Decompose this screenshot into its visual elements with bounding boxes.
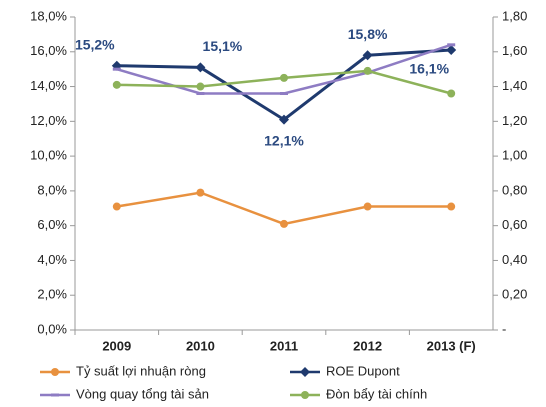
x-tick-label: 2013 (F) — [427, 338, 476, 353]
data-point — [280, 219, 288, 228]
data-label: 16,1% — [409, 61, 449, 77]
data-point — [280, 92, 288, 96]
data-label: 15,2% — [75, 36, 115, 52]
y2-tick-label: 1,40 — [502, 78, 527, 93]
data-point — [195, 62, 206, 73]
y-tick-label: 12,0% — [30, 113, 67, 128]
data-point — [363, 202, 372, 211]
data-point — [447, 202, 456, 211]
y2-tick-label: 0,60 — [502, 217, 527, 232]
data-point — [112, 202, 121, 211]
y2-tick-label: 1,20 — [502, 113, 527, 128]
series-line — [116, 191, 452, 226]
data-label: 15,1% — [203, 38, 243, 54]
y2-tick-label: 1,80 — [502, 8, 527, 23]
data-point — [362, 50, 373, 61]
legend-marker — [51, 368, 59, 376]
data-point — [363, 66, 372, 75]
y-tick-label: 10,0% — [30, 148, 67, 163]
data-point — [280, 73, 288, 82]
data-point — [196, 188, 205, 197]
legend-label: Tỷ suất lợi nhuận ròng — [76, 363, 206, 378]
data-point — [446, 45, 457, 56]
data-label: 12,1% — [264, 132, 304, 148]
y2-tick-label: 0,80 — [502, 182, 527, 197]
y2-tick-label: 0,40 — [502, 252, 527, 267]
legend-marker — [301, 391, 309, 399]
x-tick-label: 2012 — [353, 338, 382, 353]
data-label: 15,8% — [348, 26, 388, 42]
y-tick-label: 4,0% — [37, 252, 67, 267]
x-tick-label: 2009 — [102, 338, 131, 353]
y-tick-label: 0,0% — [37, 321, 67, 336]
data-point — [279, 114, 289, 125]
legend-marker — [300, 367, 310, 377]
legend-marker — [51, 393, 59, 397]
y2-tick-label: 1,00 — [502, 148, 527, 163]
x-tick-label: 2011 — [270, 338, 298, 353]
y2-tick-label: 0,20 — [502, 287, 527, 302]
data-point — [196, 82, 205, 91]
y-tick-label: 2,0% — [37, 287, 67, 302]
x-tick-label: 2010 — [186, 338, 215, 353]
legend-label: Vòng quay tổng tài sản — [76, 386, 209, 401]
y-tick-label: 8,0% — [37, 182, 67, 197]
data-point — [196, 92, 205, 96]
y-tick-label: 14,0% — [30, 78, 67, 93]
y-tick-label: 18,0% — [30, 8, 67, 23]
y2-tick-label: - — [502, 321, 506, 336]
data-point — [447, 89, 456, 98]
data-point — [112, 80, 121, 89]
data-point — [112, 67, 121, 71]
y-tick-label: 16,0% — [30, 43, 67, 58]
legend-label: Đòn bẩy tài chính — [326, 386, 427, 401]
legend-label: ROE Dupont — [326, 363, 400, 378]
data-point — [447, 43, 456, 47]
y-tick-label: 6,0% — [37, 217, 67, 232]
y2-tick-label: 1,60 — [502, 43, 527, 58]
